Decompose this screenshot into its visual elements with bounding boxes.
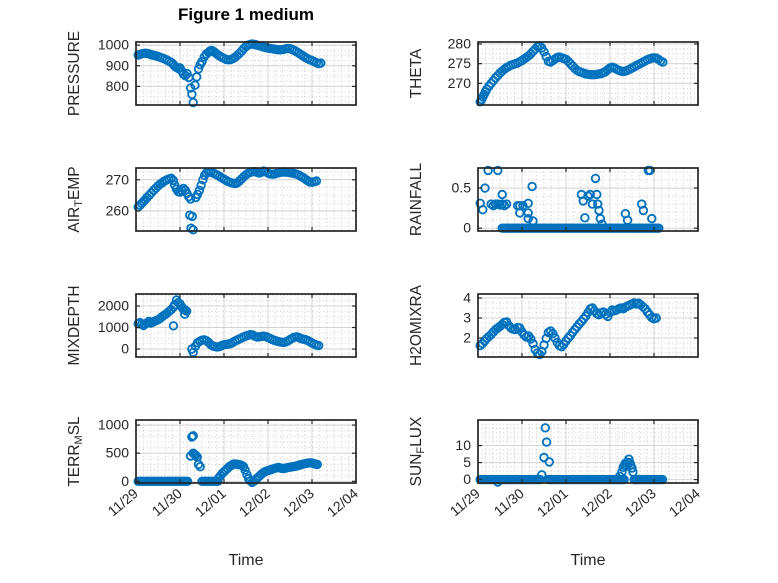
subplot-mixdepth: 0 1000 2000 MIXDEPTH <box>66 285 357 366</box>
subplot-h2omixra: 2 3 4 H2OMIXRA <box>408 284 699 366</box>
svg-text:RAINFALL: RAINFALL <box>408 163 425 237</box>
svg-text:12/02: 12/02 <box>578 485 615 520</box>
svg-text:Time: Time <box>229 552 264 569</box>
svg-text:12/04: 12/04 <box>666 485 703 520</box>
svg-text:800: 800 <box>106 78 130 94</box>
svg-text:12/03: 12/03 <box>280 485 317 520</box>
svg-text:12/02: 12/02 <box>236 485 273 520</box>
svg-text:11/29: 11/29 <box>105 485 141 519</box>
svg-text:11/29: 11/29 <box>447 485 483 519</box>
svg-text:SUNFLUX: SUNFLUX <box>408 416 427 486</box>
svg-text:0: 0 <box>463 471 471 487</box>
svg-text:PRESSURE: PRESSURE <box>66 31 83 116</box>
svg-text:11/30: 11/30 <box>149 485 185 519</box>
svg-text:3: 3 <box>463 310 471 326</box>
svg-text:270: 270 <box>448 75 472 91</box>
svg-text:1000: 1000 <box>98 37 129 53</box>
svg-text:1000: 1000 <box>98 417 129 433</box>
svg-text:0.5: 0.5 <box>452 180 472 196</box>
svg-text:5: 5 <box>463 454 471 470</box>
svg-text:260: 260 <box>106 202 130 218</box>
subplot-air-temp: 260 270 AIRTEMP <box>66 166 357 235</box>
svg-text:1000: 1000 <box>98 319 129 335</box>
svg-text:900: 900 <box>106 57 130 73</box>
svg-text:11/30: 11/30 <box>491 485 527 519</box>
svg-text:0: 0 <box>463 220 471 236</box>
svg-text:12/01: 12/01 <box>192 485 229 520</box>
figure-title: Figure 1 medium <box>177 5 315 24</box>
svg-text:2000: 2000 <box>98 298 129 314</box>
svg-text:TERRMSL: TERRMSL <box>66 416 85 487</box>
svg-text:Time: Time <box>571 552 606 569</box>
svg-text:12/04: 12/04 <box>324 485 361 520</box>
svg-text:AIRTEMP: AIRTEMP <box>66 166 85 232</box>
svg-text:0: 0 <box>121 341 129 357</box>
svg-text:THETA: THETA <box>408 48 425 98</box>
svg-text:0: 0 <box>121 473 129 489</box>
subplot-theta: 270 275 280 THETA <box>408 35 699 107</box>
svg-text:12/01: 12/01 <box>534 485 571 520</box>
svg-text:H2OMIXRA: H2OMIXRA <box>408 284 425 366</box>
svg-text:500: 500 <box>106 445 130 461</box>
svg-text:4: 4 <box>463 290 471 306</box>
svg-text:MIXDEPTH: MIXDEPTH <box>66 285 83 365</box>
svg-text:12/03: 12/03 <box>622 485 659 520</box>
subplot-rainfall: 0 0.5 RAINFALL <box>408 163 699 237</box>
subplot-pressure: 800 900 1000 PRESSURE <box>66 31 357 116</box>
svg-text:275: 275 <box>448 55 472 71</box>
svg-text:280: 280 <box>448 35 472 51</box>
svg-text:10: 10 <box>455 437 471 453</box>
svg-text:2: 2 <box>463 330 471 346</box>
subplot-terr-msl: 0 500 1000 TERRMSL 11/29 11/30 12/01 12/02 12/03… <box>66 416 361 569</box>
svg-text:270: 270 <box>106 171 130 187</box>
